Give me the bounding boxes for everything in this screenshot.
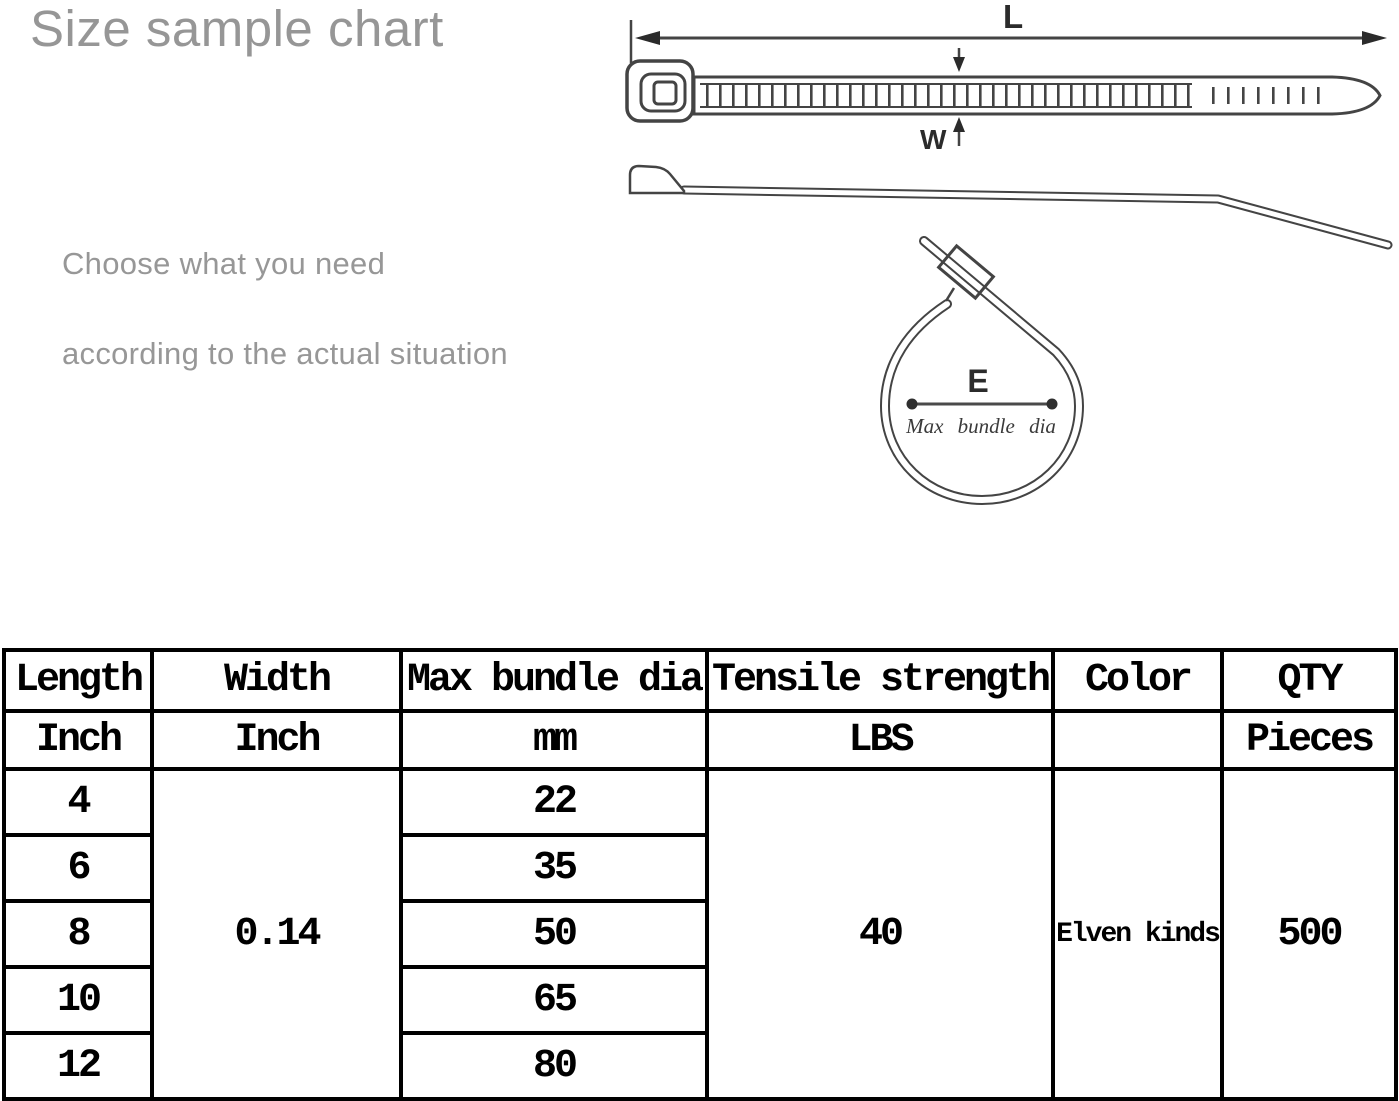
table-row: 8 50 [2, 899, 1396, 969]
table-row: 10 65 [2, 965, 1396, 1035]
cable-tie-side-view [628, 164, 1393, 250]
header-color: Color [1051, 648, 1224, 713]
header-qty: QTY [1220, 648, 1398, 713]
table-row: 4 0.14 22 40 Elven kinds 500 [2, 767, 1398, 1101]
subtitle-line-1: Choose what you need [62, 246, 386, 281]
header-length: Length [2, 648, 154, 713]
header-tensile-strength: Tensile strength [705, 648, 1055, 713]
tie-head-loop [936, 243, 996, 301]
arrowhead-left-icon [635, 31, 660, 45]
bundle-dia-label: E [967, 363, 988, 399]
length-value-cell: 12 [2, 1031, 154, 1101]
dimension-dot-right [1046, 398, 1058, 410]
bundle-dia-value-cell: 35 [399, 833, 709, 903]
length-value-cell: 4 [2, 767, 154, 837]
bundle-caption: Max bundle dia [905, 414, 1056, 438]
unit-length: Inch [2, 709, 154, 771]
cable-tie-loop-view: E Max bundle dia [879, 236, 1085, 506]
strap-outline [692, 75, 1382, 116]
unit-qty: Pieces [1220, 709, 1398, 771]
table-header-row: Length Width Max bundle dia Tensile stre… [2, 648, 1398, 713]
tensile-value-cell: 40 [705, 767, 1055, 1101]
length-value-cell: 6 [2, 833, 154, 903]
cable-tie-diagram: L W E Max bundle [625, 0, 1393, 506]
unit-max-bundle-dia: mm [399, 709, 709, 771]
length-value-cell: 10 [2, 965, 154, 1035]
length-dimension-label: L [1003, 0, 1023, 35]
tie-head-side [628, 164, 686, 195]
arrowhead-up-icon [953, 117, 965, 132]
qty-value-cell: 500 [1220, 767, 1398, 1101]
unit-tensile-strength: LBS [705, 709, 1055, 771]
bundle-dia-value-cell: 22 [399, 767, 709, 837]
width-dimension-label: W [920, 124, 947, 155]
page-title: Size sample chart [30, 0, 444, 57]
header-width: Width [150, 648, 403, 713]
table-unit-row: Inch Inch mm LBS Pieces [2, 709, 1398, 771]
size-table: Length Width Max bundle dia Tensile stre… [2, 648, 1398, 1101]
length-value-cell: 8 [2, 899, 154, 969]
bundle-dia-value-cell: 50 [399, 899, 709, 969]
cable-tie-top-view: L W [625, 0, 1387, 155]
unit-color [1051, 709, 1224, 771]
width-value-cell: 0.14 [150, 767, 403, 1101]
bundle-dia-value-cell: 80 [399, 1031, 709, 1101]
subtitle-line-2: according to the actual situation [62, 336, 508, 371]
table-row: 6 35 [2, 833, 1396, 903]
bundle-dia-value-cell: 65 [399, 965, 709, 1035]
dimension-dot-left [906, 398, 918, 410]
header-max-bundle-dia: Max bundle dia [399, 648, 709, 713]
color-value-cell: Elven kinds [1051, 767, 1224, 1101]
arrowhead-right-icon [1362, 31, 1387, 45]
arrowhead-down-icon [953, 57, 965, 72]
unit-width: Inch [150, 709, 403, 771]
